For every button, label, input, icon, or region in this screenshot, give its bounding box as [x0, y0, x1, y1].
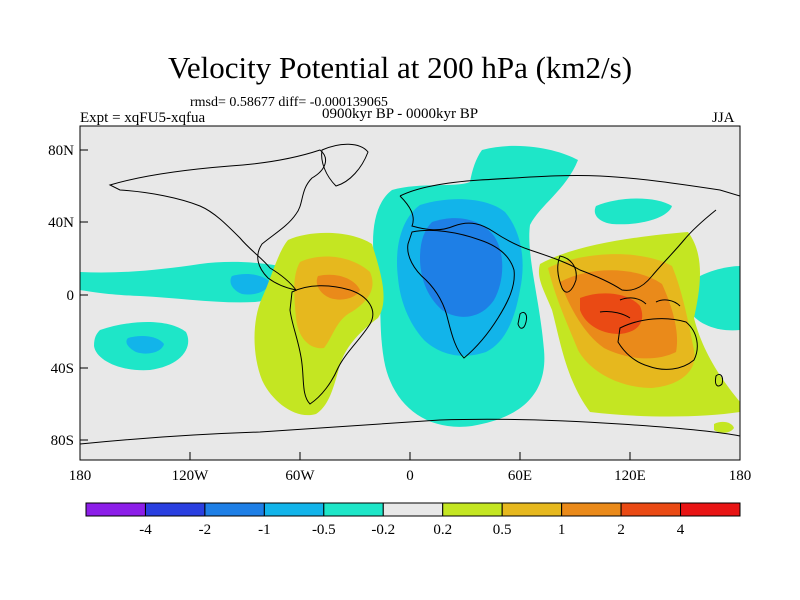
coast-eurasia: [399, 174, 740, 291]
x-tick-label: 60W: [285, 468, 315, 484]
colorbar-label: -2: [199, 522, 212, 538]
coast-antarctica: [80, 418, 740, 445]
colorbar-label: 2: [617, 522, 625, 538]
y-tick-label: 80S: [51, 433, 74, 449]
contour-neg-05-south-pacific: [126, 336, 164, 354]
colorbar-swatch: [85, 502, 146, 517]
contour-pos-2-indopacific: [580, 293, 643, 334]
colorbar-swatch: [204, 502, 265, 517]
colorbar-label: 0.5: [493, 522, 512, 538]
coast-africa: [407, 229, 515, 359]
contour-neg-1-africa: [420, 218, 503, 317]
coast-madagascar: [517, 311, 527, 329]
x-tick-label: 180: [729, 468, 752, 484]
contour-neg-05-pacific: [230, 274, 270, 295]
y-tick-label: 0: [67, 288, 75, 304]
x-tick-label: 120E: [614, 468, 646, 484]
y-tick-labels: 80N 40N 0 40S 80S: [48, 143, 74, 449]
y-tick-label: 80N: [48, 143, 74, 159]
colorbar-swatch: [263, 502, 325, 517]
colorbar-label: 4: [677, 522, 685, 538]
colorbar-label: -4: [139, 522, 152, 538]
colorbar-label: -1: [258, 522, 271, 538]
contour-neg-02-pacific: [80, 261, 291, 303]
colorbar-label: -0.5: [312, 522, 336, 538]
coast-greenland: [321, 143, 369, 187]
contour-neg-02-north-pacific: [594, 198, 672, 225]
x-tick-labels: 180 120W 60W 0 60E 120E 180: [69, 468, 752, 484]
colorbar-swatch: [501, 502, 563, 517]
season-label: JJA: [712, 110, 735, 126]
colorbar-swatch: [144, 502, 206, 517]
contour-fields: [80, 143, 740, 445]
y-tick-label: 40S: [51, 361, 74, 377]
coastlines: [80, 143, 740, 445]
coast-australia: [617, 318, 698, 370]
colorbar-label: -0.2: [371, 522, 395, 538]
colorbar-labels: -4 -2 -1 -0.5 -0.2 0.2 0.5 1 2 4: [139, 522, 685, 538]
x-tick-label: 180: [69, 468, 92, 484]
map-title: Velocity Potential at 200 hPa (km2/s): [167, 50, 633, 85]
colorbar-swatch: [620, 502, 682, 517]
x-tick-label: 60E: [508, 468, 532, 484]
x-tick-label: 120W: [172, 468, 210, 484]
colorbar-swatch: [323, 502, 384, 517]
contour-pos-05-samerica: [294, 256, 373, 349]
colorbar: [85, 502, 741, 517]
colorbar-label: 1: [558, 522, 566, 538]
coast-maritime: [599, 297, 681, 319]
period-label: 0900kyr BP - 0000kyr BP: [322, 106, 479, 122]
y-tick-label: 40N: [48, 215, 74, 231]
colorbar-label: 0.2: [433, 522, 452, 538]
contour-neg-02-dateline: [688, 266, 740, 331]
coast-new-zealand: [715, 373, 723, 387]
stats-line: rmsd= 0.58677 diff= -0.000139065: [190, 95, 388, 110]
colorbar-swatch: [442, 502, 503, 517]
experiment-label: Expt = xqFU5-xqfua: [80, 110, 206, 126]
x-tick-label: 0: [406, 468, 414, 484]
coast-india: [557, 255, 577, 293]
axis-ticks: [80, 149, 631, 460]
colorbar-swatch: [680, 502, 741, 517]
coast-north-america: [108, 149, 327, 291]
colorbar-swatch: [561, 502, 622, 517]
contour-pos-02-south-spot: [714, 421, 734, 433]
coast-south-america: [289, 285, 374, 405]
colorbar-swatch: [382, 502, 444, 517]
